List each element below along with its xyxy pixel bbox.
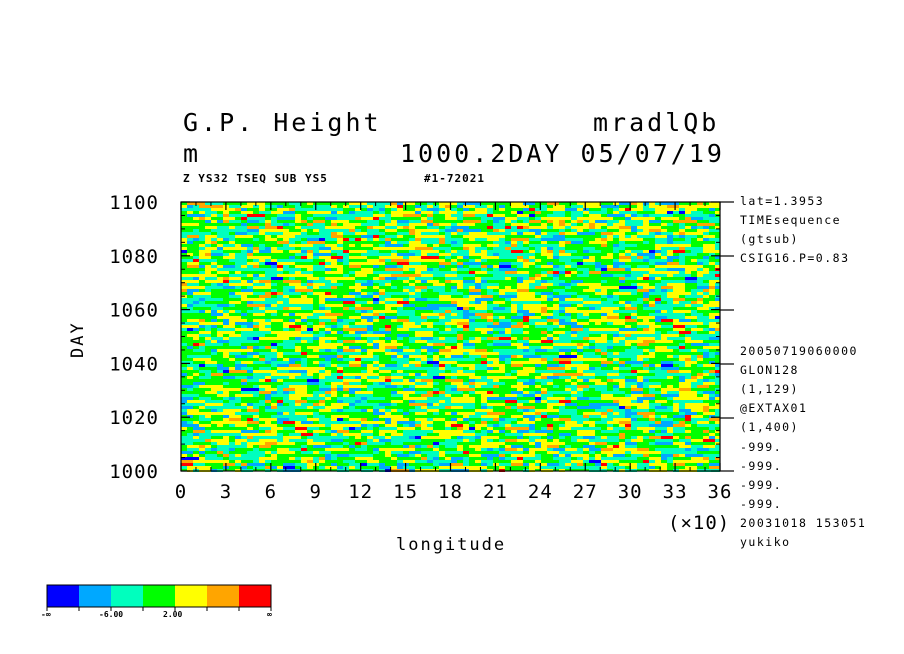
x-tick-label: 18 (438, 481, 463, 503)
x-tick-label: 36 (708, 481, 733, 503)
x-tick-label: 24 (528, 481, 553, 503)
side-info-line: yukiko (740, 535, 791, 549)
x-tick-label: 30 (618, 481, 643, 503)
heatmap-cells (181, 202, 720, 472)
colorbar-swatch (143, 585, 175, 607)
colorbar-frame (46, 584, 272, 608)
y-tick-label: 1040 (109, 353, 159, 375)
side-info-line: lat=1.3953 (740, 194, 825, 208)
colorbar-swatch (207, 585, 239, 607)
colorbar-swatch (111, 585, 143, 607)
side-info-line: TIMEsequence (740, 213, 842, 228)
colorbar-swatch (239, 585, 271, 607)
side-info-line: -999. (740, 496, 783, 511)
side-info-line: GLON128 (740, 363, 799, 378)
colorbar-swatch (175, 585, 207, 607)
x-tick-label: 12 (348, 481, 373, 503)
x-tick-label: 21 (483, 481, 508, 503)
side-info-line: -999. (740, 458, 783, 473)
x-multiplier: (×10) (668, 512, 731, 534)
x-tick-label: 3 (220, 481, 232, 503)
y-tick-label: 1100 (109, 192, 159, 214)
sub-header-left: Z YS32 TSEQ SUB YS5 (183, 172, 328, 185)
x-tick-label: 6 (265, 481, 277, 503)
y-tick-label: 1060 (109, 300, 159, 322)
dataset-name: mradlQb (593, 108, 720, 137)
colorbar-label: ∞ (267, 610, 272, 619)
chart-title: G.P. Height (183, 108, 382, 137)
side-info-line: CSIG16.P=0.83 (740, 251, 850, 266)
side-info-line: (1,400) (740, 420, 799, 435)
colorbar-label: 2.00 (163, 610, 183, 619)
y-tick-label: 1000 (109, 461, 159, 483)
colorbar-label: -6.00 (99, 610, 124, 619)
colorbar-swatch (79, 585, 111, 607)
side-info-line: (gtsub) (740, 232, 799, 247)
side-info-line: -999. (740, 439, 783, 454)
x-tick-label: 9 (310, 481, 322, 503)
y-tick-label: 1080 (109, 246, 159, 268)
x-tick-label: 0 (175, 481, 187, 503)
x-tick-label: 15 (393, 481, 418, 503)
sub-header-mid: #1-72021 (424, 172, 485, 185)
time-info: 1000.2DAY 05/07/19 (400, 139, 725, 168)
side-info-line: 20031018 153051 (740, 515, 867, 530)
side-info-line: 20050719060000 (740, 344, 858, 358)
side-info-line: -999. (740, 477, 783, 492)
x-tick-label: 27 (573, 481, 598, 503)
y-tick-label: 1020 (109, 407, 159, 429)
x-axis-label: longitude (396, 535, 507, 555)
units-label: m (183, 139, 202, 168)
side-info-line: @EXTAX01 (740, 401, 808, 416)
x-tick-label: 33 (663, 481, 688, 503)
colorbar-swatch (47, 585, 79, 607)
side-info-line: (1,129) (740, 382, 799, 397)
colorbar-label: -∞ (41, 610, 51, 619)
